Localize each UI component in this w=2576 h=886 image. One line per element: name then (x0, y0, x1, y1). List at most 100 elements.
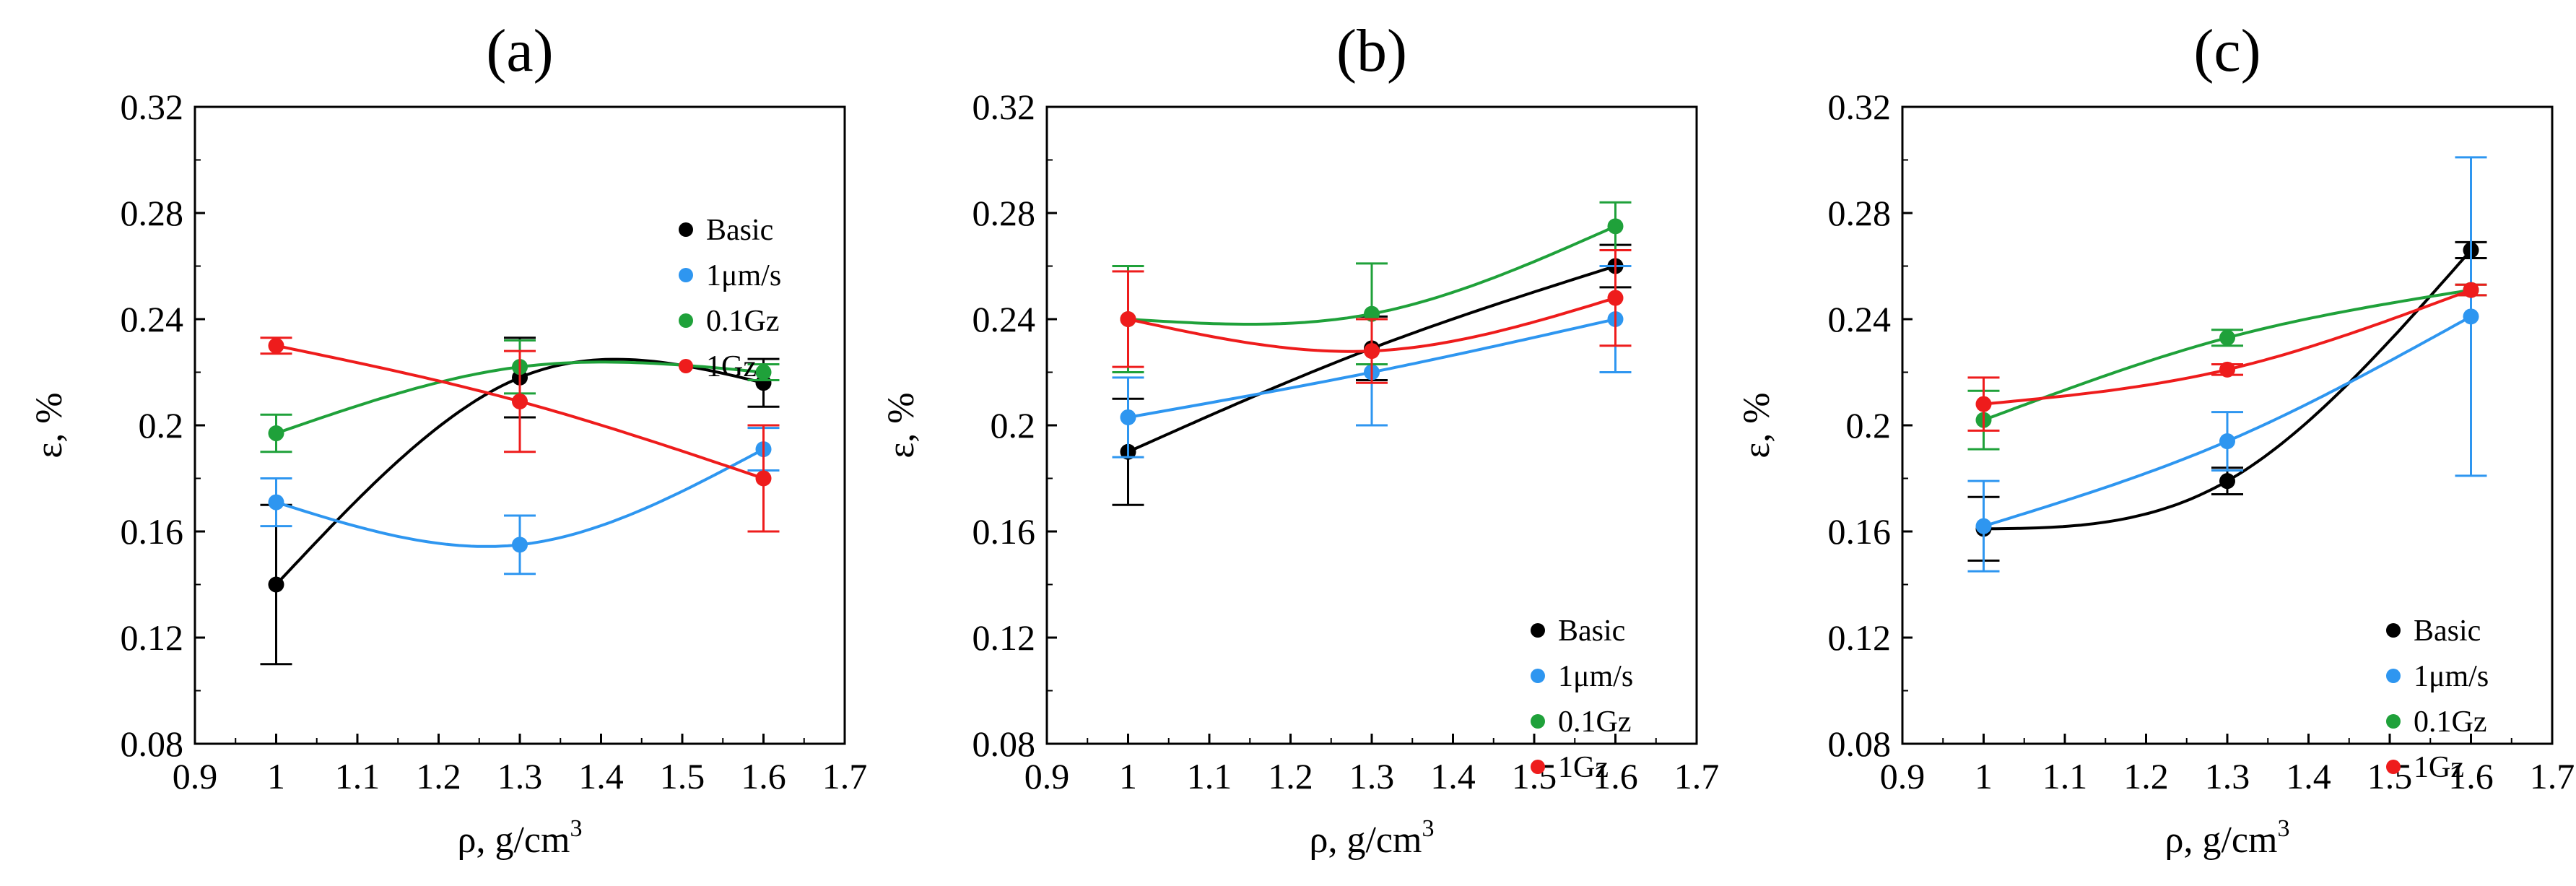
panel-c: (c) 0.08 0.12 0.16 0.2 0.24 0.28 0.32 0.9 1 1.1 1.2… (1736, 17, 2575, 861)
data-point (2219, 433, 2235, 450)
y-tick-label: 0.24 (121, 299, 184, 339)
legend-label: 0.1Gz (2414, 705, 2486, 739)
data-point (512, 537, 528, 553)
data-point (2219, 473, 2235, 490)
panel-title: (a) (486, 17, 553, 84)
y-tick-label: 0.28 (121, 193, 184, 233)
data-point (512, 393, 528, 409)
panel-b: (b) 0.08 0.12 0.16 0.2 0.24 0.28 0.32 0.9 1 1.1 1.2… (881, 17, 1719, 861)
x-tick-label: 1 (1119, 756, 1137, 796)
x-tick-label: 0.9 (1024, 756, 1070, 796)
y-tick-label: 0.24 (972, 299, 1036, 339)
data-point (1120, 409, 1136, 425)
legend-label: 1Gz (706, 350, 757, 383)
y-tick-label: 0.12 (121, 617, 184, 658)
data-point (268, 576, 284, 593)
data-point (268, 337, 284, 354)
data-point (268, 494, 284, 511)
legend-label: 0.1Gz (1558, 705, 1631, 739)
legend-label: 1μm/s (1558, 660, 1633, 693)
legend-marker (679, 313, 693, 328)
x-tick-label: 1.6 (2448, 756, 2494, 796)
y-tick-label: 0.16 (121, 511, 184, 552)
legend-marker (2386, 669, 2401, 683)
y-tick-label: 0.28 (1828, 193, 1892, 233)
legend-marker (1531, 760, 1545, 774)
y-tick-label: 0.08 (121, 724, 184, 764)
x-tick-label: 0.9 (1880, 756, 1926, 796)
x-tick-label: 1.4 (2286, 756, 2331, 796)
y-tick-label: 0.32 (121, 87, 184, 127)
data-point (2463, 282, 2479, 298)
y-tick-label: 0.08 (972, 724, 1036, 764)
x-axis-label: ρ, g/cm3 (458, 815, 583, 861)
legend-label: 1μm/s (706, 259, 781, 292)
x-tick-label: 1.4 (578, 756, 624, 796)
y-tick-label: 0.2 (991, 405, 1036, 446)
legend-label: Basic (706, 214, 773, 247)
x-tick-label: 1.5 (660, 756, 705, 796)
panel-a: (a) 0.08 0.12 0.16 0.2 0.24 0.28 0.32 0.9 1 1.1 1.2… (29, 17, 867, 861)
y-tick-label: 0.28 (972, 193, 1036, 233)
data-point (1975, 396, 1992, 412)
y-tick-label: 0.12 (1828, 617, 1892, 658)
panel-title: (b) (1336, 17, 1407, 84)
data-point (1975, 518, 1992, 534)
legend-marker (1531, 714, 1545, 729)
data-point (1364, 305, 1380, 322)
x-tick-label: 1.3 (2205, 756, 2250, 796)
x-axis-label-superscript: 3 (2277, 815, 2289, 842)
data-point (1120, 311, 1136, 327)
legend-label: Basic (1558, 614, 1625, 648)
x-tick-label: 1.1 (2042, 756, 2088, 796)
x-axis-label-superscript: 3 (570, 815, 582, 842)
legend-marker (2386, 714, 2401, 729)
x-tick-label: 1.3 (1349, 756, 1395, 796)
x-tick-label: 1.6 (1593, 756, 1638, 796)
data-point (1607, 290, 1624, 306)
legend-marker (1531, 623, 1545, 638)
legend-marker (1531, 669, 1545, 683)
legend-marker (2386, 623, 2401, 638)
legend-marker (679, 359, 693, 373)
legend-marker (2386, 760, 2401, 774)
y-tick-label: 0.2 (139, 405, 184, 446)
x-tick-label: 1.2 (2123, 756, 2169, 796)
x-tick-label: 0.9 (173, 756, 218, 796)
data-point (2219, 329, 2235, 346)
legend-label: 1Gz (2414, 751, 2464, 784)
x-axis-label: ρ, g/cm3 (1310, 815, 1435, 861)
legend-label: 1μm/s (2414, 660, 2489, 693)
data-point (2463, 308, 2479, 325)
data-point (755, 364, 772, 381)
y-tick-label: 0.2 (1846, 405, 1892, 446)
legend-label: 1Gz (1558, 751, 1609, 784)
trend-line (1983, 288, 2472, 406)
x-axis-label-superscript: 3 (1422, 815, 1434, 842)
x-tick-label: 1.1 (1187, 756, 1232, 796)
legend-label: Basic (2414, 614, 2481, 648)
x-tick-label: 1.2 (1268, 756, 1313, 796)
x-tick-label: 1 (1975, 756, 1993, 796)
x-tick-label: 1.7 (1674, 756, 1720, 796)
y-axis-label: ε, % (881, 392, 922, 458)
data-point (1607, 218, 1624, 235)
x-tick-label: 1.7 (822, 756, 868, 796)
y-tick-label: 0.12 (972, 617, 1036, 658)
x-tick-label: 1.7 (2530, 756, 2575, 796)
y-tick-label: 0.16 (972, 511, 1036, 552)
x-tick-label: 1.6 (741, 756, 786, 796)
x-tick-label: 1.2 (416, 756, 461, 796)
y-axis-label: ε, % (29, 392, 70, 458)
y-tick-label: 0.32 (972, 87, 1036, 127)
y-tick-label: 0.16 (1828, 511, 1892, 552)
data-point (268, 425, 284, 442)
panel-title: (c) (2193, 17, 2260, 84)
x-tick-label: 1 (267, 756, 285, 796)
x-tick-label: 1.4 (1430, 756, 1476, 796)
legend-marker (679, 268, 693, 282)
y-tick-label: 0.08 (1828, 724, 1892, 764)
legend-label: 0.1Gz (706, 305, 779, 338)
data-point (2219, 361, 2235, 378)
